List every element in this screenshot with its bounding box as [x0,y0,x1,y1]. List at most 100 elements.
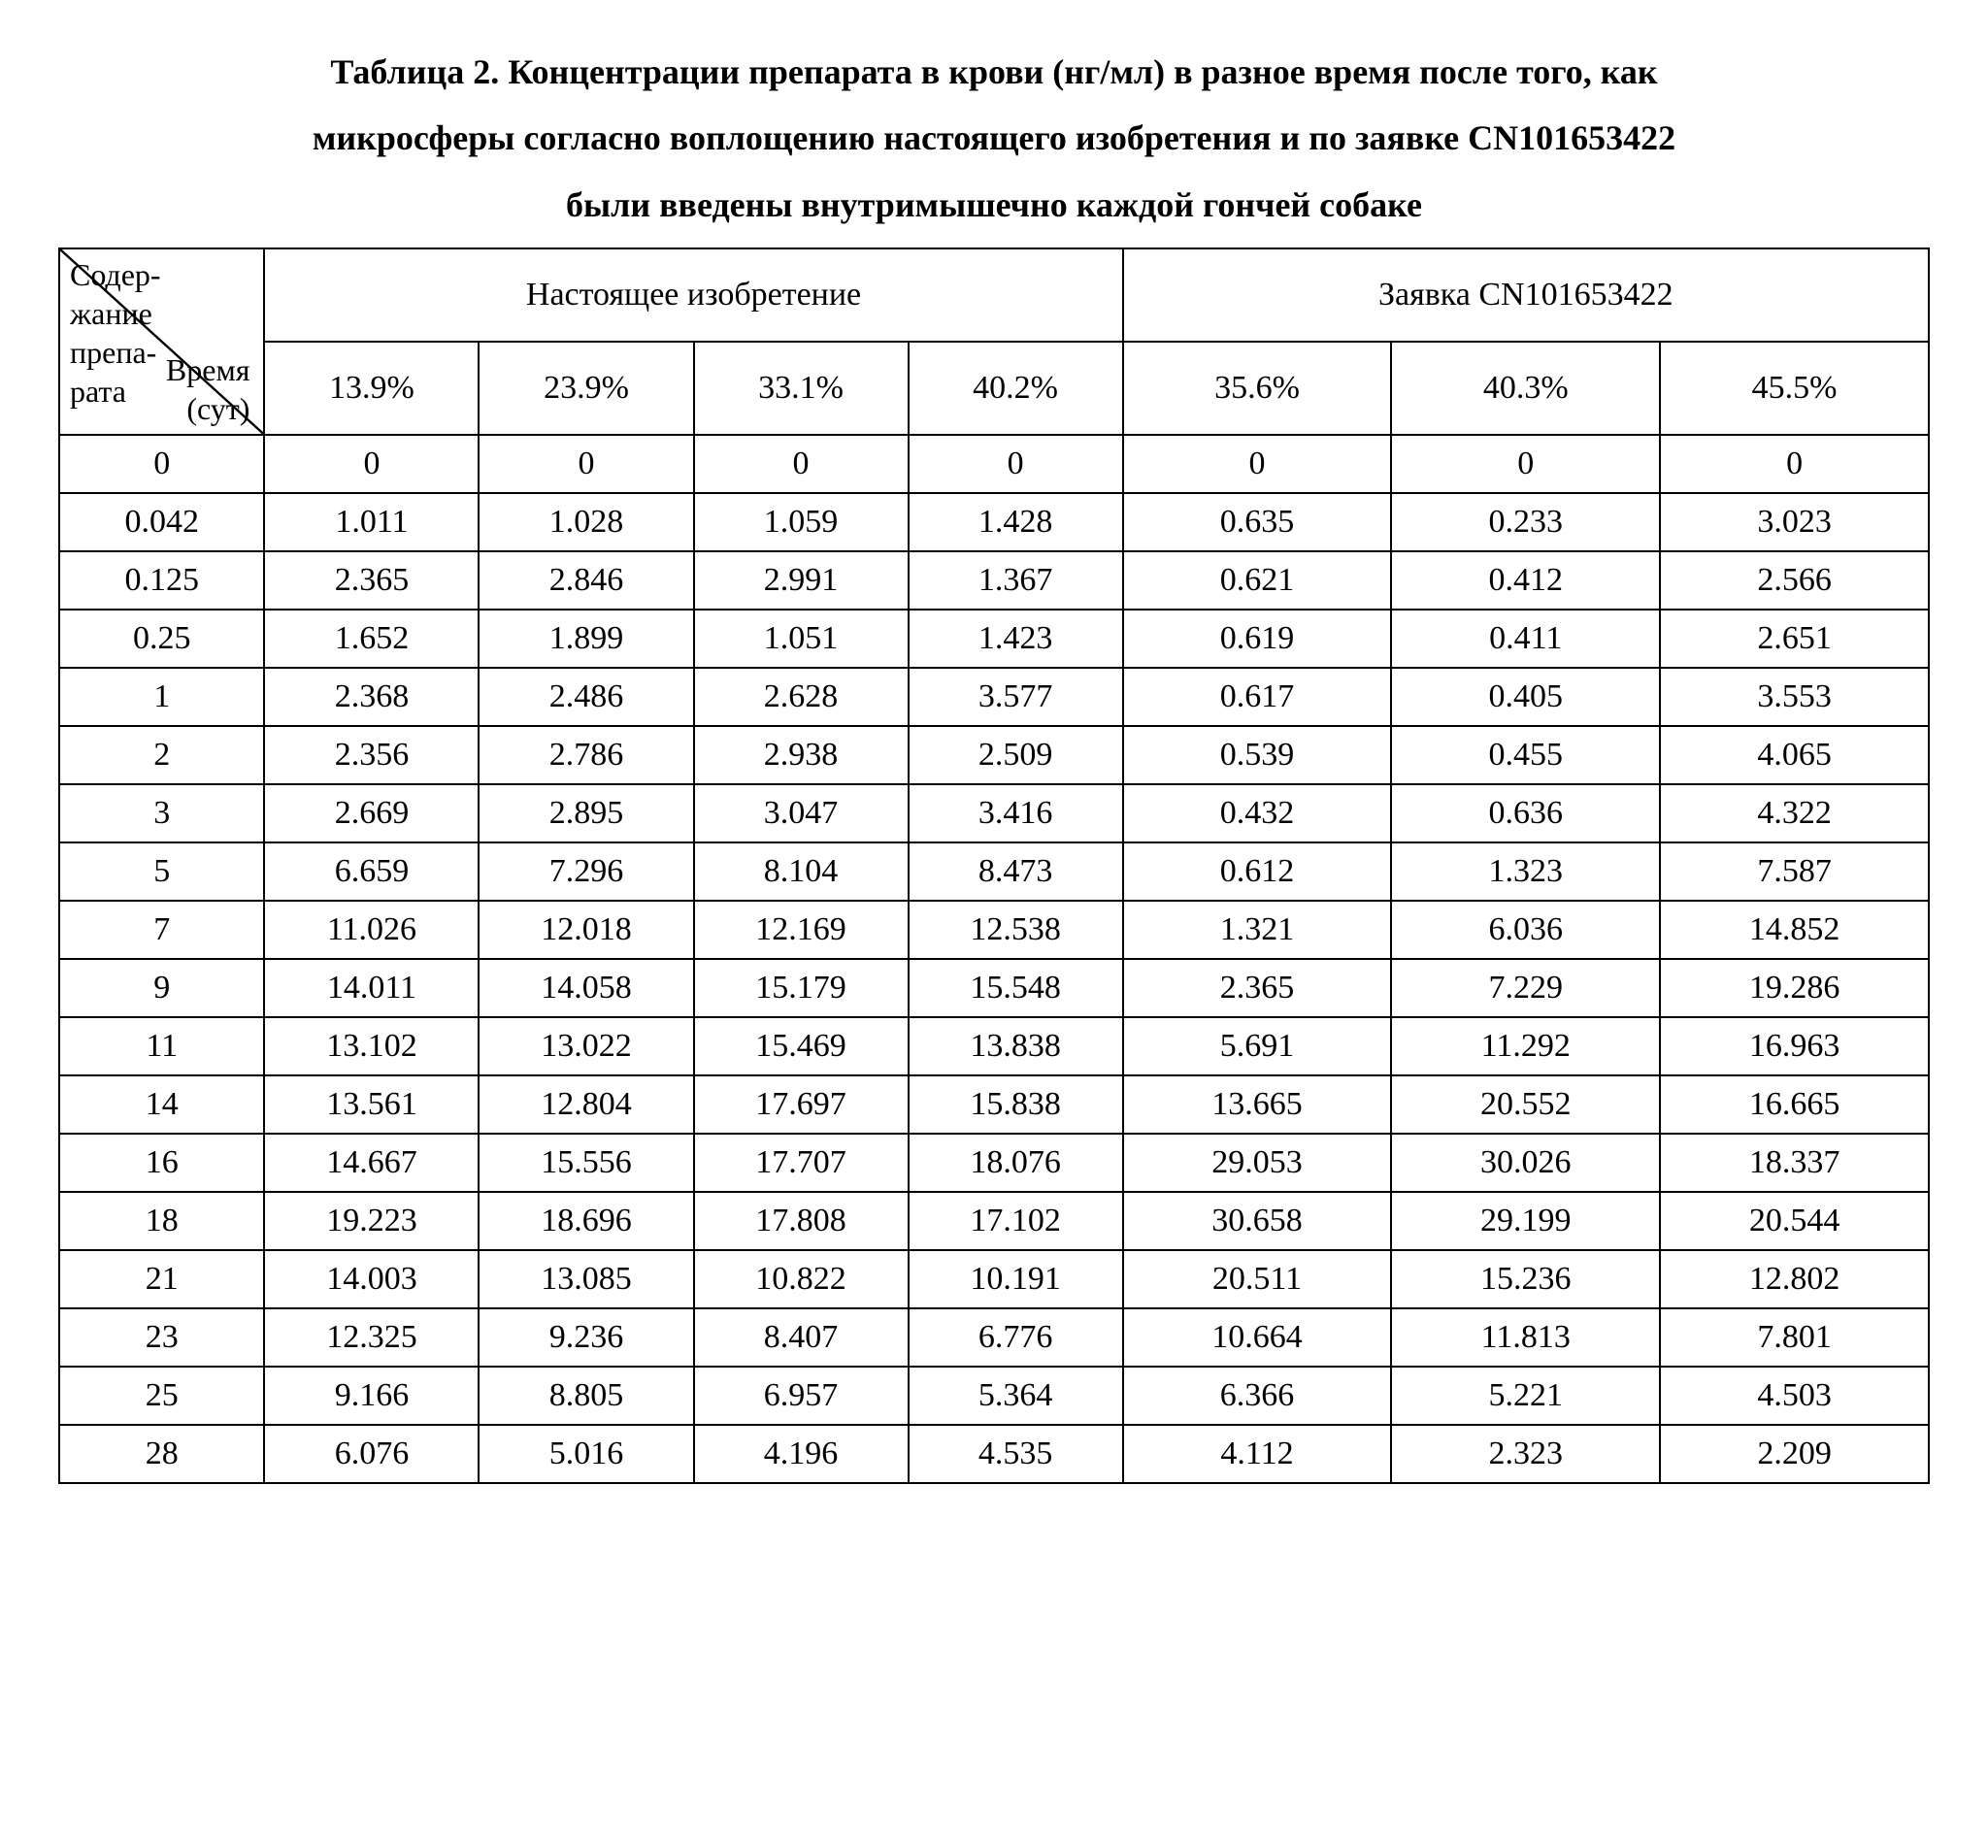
time-cell: 28 [59,1425,264,1483]
value-cell-b: 11.813 [1391,1308,1660,1367]
value-cell-a: 2.938 [694,726,909,784]
value-cell-b: 0.233 [1391,493,1660,551]
table-row: 259.1668.8056.9575.3646.3665.2214.503 [59,1367,1929,1425]
time-cell: 23 [59,1308,264,1367]
value-cell-a: 17.102 [909,1192,1123,1250]
value-cell-a: 2.786 [479,726,693,784]
value-cell-a: 15.469 [694,1017,909,1075]
caption-line-3: были введены внутримышечно каждой гончей… [566,185,1422,224]
time-cell: 0.042 [59,493,264,551]
value-cell-b: 0.411 [1391,610,1660,668]
value-cell-a: 1.899 [479,610,693,668]
value-cell-b: 4.065 [1660,726,1929,784]
table-row: 1819.22318.69617.80817.10230.65829.19920… [59,1192,1929,1250]
value-cell-b: 7.801 [1660,1308,1929,1367]
value-cell-b: 15.236 [1391,1250,1660,1308]
value-cell-a: 14.667 [264,1134,479,1192]
corner-header: Содер- жание препа- рата Время (сут) [59,248,264,435]
value-cell-a: 17.808 [694,1192,909,1250]
value-cell-b: 29.199 [1391,1192,1660,1250]
value-cell-a: 7.296 [479,842,693,901]
value-cell-b: 0.612 [1123,842,1392,901]
value-cell-a: 3.577 [909,668,1123,726]
value-cell-a: 14.003 [264,1250,479,1308]
pct-a-2: 33.1% [694,342,909,435]
time-cell: 11 [59,1017,264,1075]
value-cell-a: 8.407 [694,1308,909,1367]
value-cell-b: 0.635 [1123,493,1392,551]
value-cell-b: 7.229 [1391,959,1660,1017]
value-cell-b: 0.539 [1123,726,1392,784]
table-row: 286.0765.0164.1964.5354.1122.3232.209 [59,1425,1929,1483]
value-cell-a: 6.076 [264,1425,479,1483]
value-cell-b: 16.963 [1660,1017,1929,1075]
value-cell-b: 16.665 [1660,1075,1929,1134]
value-cell-b: 3.023 [1660,493,1929,551]
value-cell-b: 12.802 [1660,1250,1929,1308]
pct-a-3: 40.2% [909,342,1123,435]
value-cell-a: 2.486 [479,668,693,726]
value-cell-b: 2.651 [1660,610,1929,668]
value-cell-a: 14.058 [479,959,693,1017]
table-row: 2114.00313.08510.82210.19120.51115.23612… [59,1250,1929,1308]
value-cell-a: 8.805 [479,1367,693,1425]
group-b-header: Заявка CN101653422 [1123,248,1929,342]
value-cell-b: 0.432 [1123,784,1392,842]
value-cell-b: 6.366 [1123,1367,1392,1425]
value-cell-a: 4.196 [694,1425,909,1483]
value-cell-a: 6.659 [264,842,479,901]
time-cell: 9 [59,959,264,1017]
value-cell-a: 1.367 [909,551,1123,610]
table-row: 00000000 [59,435,1929,493]
value-cell-b: 10.664 [1123,1308,1392,1367]
value-cell-b: 7.587 [1660,842,1929,901]
value-cell-a: 12.804 [479,1075,693,1134]
time-cell: 5 [59,842,264,901]
value-cell-a: 2.365 [264,551,479,610]
concentration-table: Содер- жание препа- рата Время (сут) Нас… [58,248,1930,1484]
time-cell: 1 [59,668,264,726]
time-cell: 7 [59,901,264,959]
value-cell-a: 2.356 [264,726,479,784]
value-cell-a: 6.957 [694,1367,909,1425]
table-row: 0.251.6521.8991.0511.4230.6190.4112.651 [59,610,1929,668]
value-cell-a: 15.548 [909,959,1123,1017]
value-cell-a: 18.696 [479,1192,693,1250]
value-cell-a: 9.166 [264,1367,479,1425]
time-cell: 16 [59,1134,264,1192]
table-row: 711.02612.01812.16912.5381.3216.03614.85… [59,901,1929,959]
value-cell-b: 1.323 [1391,842,1660,901]
value-cell-a: 1.051 [694,610,909,668]
value-cell-b: 18.337 [1660,1134,1929,1192]
value-cell-a: 2.991 [694,551,909,610]
value-cell-b: 0 [1660,435,1929,493]
table-row: 22.3562.7862.9382.5090.5390.4554.065 [59,726,1929,784]
value-cell-a: 13.561 [264,1075,479,1134]
value-cell-a: 12.538 [909,901,1123,959]
value-cell-a: 13.022 [479,1017,693,1075]
time-cell: 25 [59,1367,264,1425]
table-row: 1113.10213.02215.46913.8385.69111.29216.… [59,1017,1929,1075]
value-cell-a: 17.697 [694,1075,909,1134]
value-cell-b: 20.544 [1660,1192,1929,1250]
value-cell-a: 10.822 [694,1250,909,1308]
value-cell-b: 19.286 [1660,959,1929,1017]
value-cell-b: 0.617 [1123,668,1392,726]
value-cell-b: 5.221 [1391,1367,1660,1425]
value-cell-a: 0 [264,435,479,493]
value-cell-a: 9.236 [479,1308,693,1367]
value-cell-b: 0 [1123,435,1392,493]
table-row: 0.0421.0111.0281.0591.4280.6350.2333.023 [59,493,1929,551]
value-cell-b: 20.511 [1123,1250,1392,1308]
pct-b-2: 45.5% [1660,342,1929,435]
value-cell-b: 30.026 [1391,1134,1660,1192]
value-cell-a: 11.026 [264,901,479,959]
pct-a-0: 13.9% [264,342,479,435]
time-cell: 0 [59,435,264,493]
caption-line-2: микросферы согласно воплощению настоящег… [313,118,1675,157]
value-cell-a: 1.028 [479,493,693,551]
value-cell-a: 1.059 [694,493,909,551]
value-cell-b: 2.323 [1391,1425,1660,1483]
value-cell-a: 13.085 [479,1250,693,1308]
value-cell-a: 13.838 [909,1017,1123,1075]
